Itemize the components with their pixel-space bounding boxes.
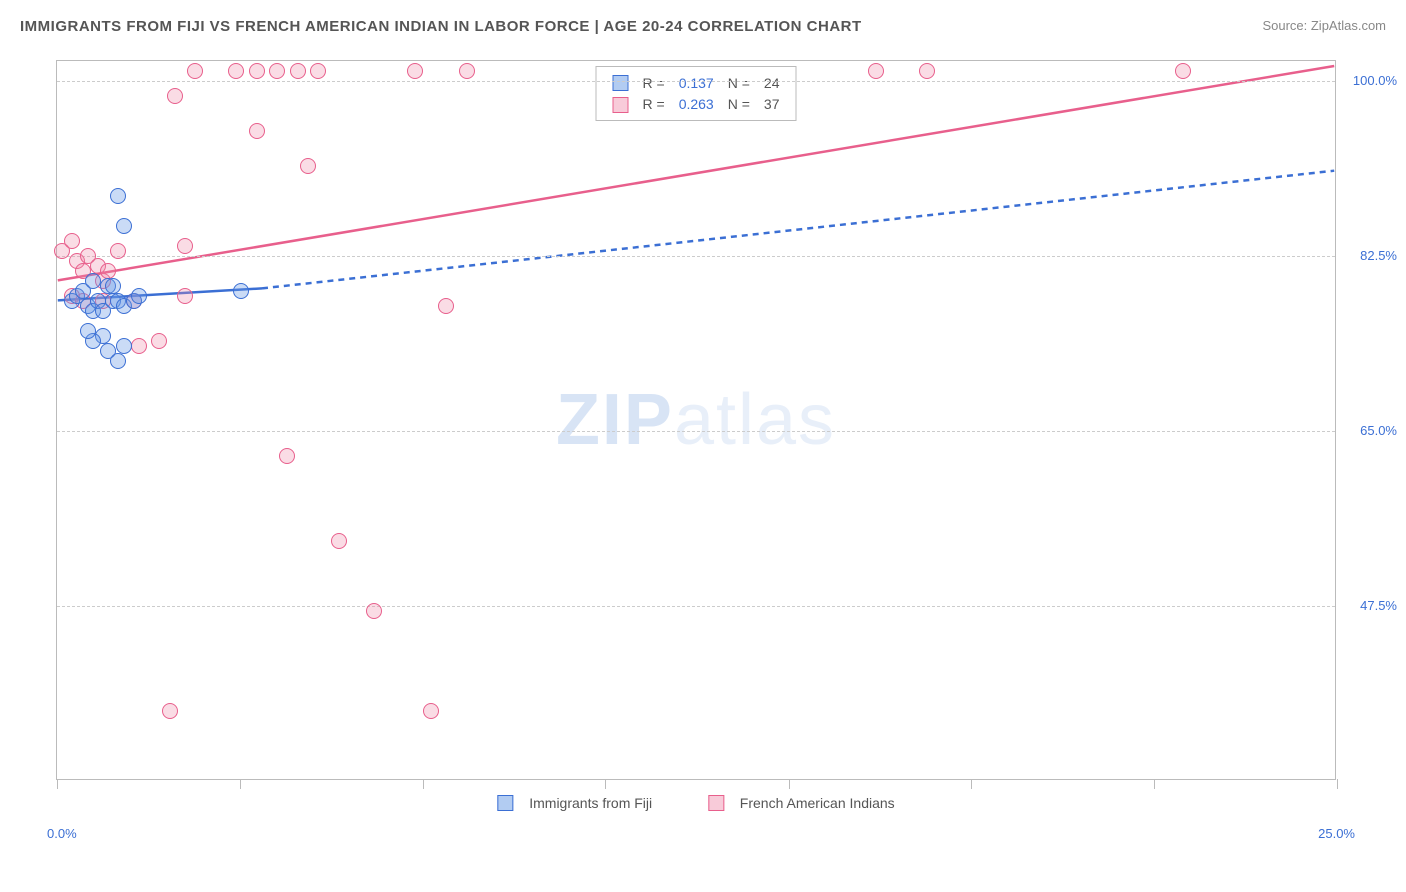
data-point: [228, 63, 244, 79]
data-point: [868, 63, 884, 79]
y-tick-label: 47.5%: [1342, 598, 1397, 613]
x-axis-min-label: 0.0%: [47, 826, 77, 841]
plot-area: ZIPatlas R = 0.137 N = 24 R = 0.263 N = …: [56, 60, 1336, 780]
stats-row-pink: R = 0.263 N = 37: [607, 94, 786, 113]
y-tick-label: 65.0%: [1342, 423, 1397, 438]
data-point: [177, 238, 193, 254]
data-point: [85, 273, 101, 289]
series-legend: Immigrants from Fiji French American Ind…: [491, 794, 900, 811]
data-point: [407, 63, 423, 79]
r-value-blue: 0.137: [673, 73, 720, 92]
data-point: [279, 448, 295, 464]
grid-line: [57, 81, 1335, 82]
data-point: [300, 158, 316, 174]
stats-legend: R = 0.137 N = 24 R = 0.263 N = 37: [596, 66, 797, 121]
data-point: [187, 63, 203, 79]
data-point: [116, 218, 132, 234]
y-tick-label: 100.0%: [1342, 73, 1397, 88]
data-point: [269, 63, 285, 79]
data-point: [233, 283, 249, 299]
series-label-blue: Immigrants from Fiji: [529, 795, 652, 811]
swatch-blue-icon: [613, 75, 629, 91]
r-label: R =: [637, 73, 671, 92]
x-tick: [1337, 779, 1338, 789]
swatch-pink-icon: [613, 97, 629, 113]
chart-container: IMMIGRANTS FROM FIJI VS FRENCH AMERICAN …: [0, 0, 1406, 892]
data-point: [131, 338, 147, 354]
data-point: [110, 243, 126, 259]
source-attribution: Source: ZipAtlas.com: [1262, 18, 1386, 33]
x-tick: [605, 779, 606, 789]
grid-line: [57, 256, 1335, 257]
x-tick: [57, 779, 58, 789]
data-point: [459, 63, 475, 79]
x-tick: [971, 779, 972, 789]
data-point: [1175, 63, 1191, 79]
series-label-pink: French American Indians: [740, 795, 895, 811]
data-point: [438, 298, 454, 314]
swatch-pink-icon: [708, 795, 724, 811]
data-point: [249, 63, 265, 79]
data-point: [110, 353, 126, 369]
x-tick: [1154, 779, 1155, 789]
n-value-pink: 37: [758, 94, 786, 113]
watermark: ZIPatlas: [556, 379, 836, 461]
data-point: [151, 333, 167, 349]
r-value-pink: 0.263: [673, 94, 720, 113]
y-tick-label: 82.5%: [1342, 248, 1397, 263]
x-tick: [240, 779, 241, 789]
x-tick: [789, 779, 790, 789]
swatch-blue-icon: [497, 795, 513, 811]
chart-title: IMMIGRANTS FROM FIJI VS FRENCH AMERICAN …: [20, 18, 862, 35]
trend-lines: [57, 61, 1335, 779]
data-point: [116, 338, 132, 354]
data-point: [290, 63, 306, 79]
data-point: [105, 278, 121, 294]
n-value-blue: 24: [758, 73, 786, 92]
data-point: [80, 323, 96, 339]
grid-line: [57, 606, 1335, 607]
data-point: [423, 703, 439, 719]
data-point: [167, 88, 183, 104]
n-label: N =: [722, 94, 756, 113]
x-tick: [423, 779, 424, 789]
watermark-bold: ZIP: [556, 380, 674, 460]
stats-row-blue: R = 0.137 N = 24: [607, 73, 786, 92]
data-point: [110, 188, 126, 204]
data-point: [177, 288, 193, 304]
grid-line: [57, 431, 1335, 432]
data-point: [162, 703, 178, 719]
data-point: [249, 123, 265, 139]
data-point: [310, 63, 326, 79]
data-point: [64, 233, 80, 249]
data-point: [366, 603, 382, 619]
data-point: [100, 263, 116, 279]
n-label: N =: [722, 73, 756, 92]
data-point: [919, 63, 935, 79]
data-point: [331, 533, 347, 549]
data-point: [131, 288, 147, 304]
r-label: R =: [637, 94, 671, 113]
watermark-light: atlas: [674, 380, 836, 460]
x-axis-max-label: 25.0%: [1318, 826, 1355, 841]
